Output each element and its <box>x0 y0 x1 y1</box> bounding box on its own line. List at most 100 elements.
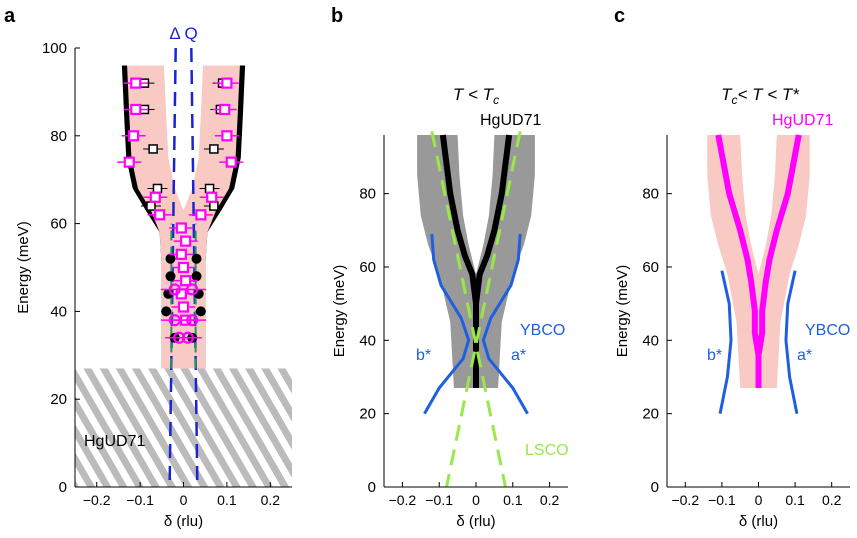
data-point <box>146 201 156 211</box>
y-axis-label: Energy (meV) <box>15 221 32 314</box>
y-tick-label: 80 <box>50 128 67 145</box>
y-tick-label: 80 <box>359 186 376 203</box>
data-point <box>175 248 187 260</box>
data-point <box>152 183 163 194</box>
y-tick-label: 60 <box>642 259 659 276</box>
data-point <box>177 301 190 313</box>
lsco-line <box>430 130 507 488</box>
y-tick-label: 80 <box>642 186 659 203</box>
x-axis-label: δ (rlu) <box>456 513 495 530</box>
x-tick-label: −0.1 <box>425 492 453 508</box>
a-star-label: a* <box>797 347 812 364</box>
band-gap <box>740 134 777 275</box>
b-star-label: b* <box>416 347 431 364</box>
data-point <box>161 306 172 317</box>
ybco-b-line <box>718 270 733 414</box>
data-point <box>191 253 202 264</box>
y-tick-label: 20 <box>50 391 67 408</box>
panel-letter: c <box>614 5 625 27</box>
x-tick-label: 0 <box>472 492 480 508</box>
x-tick-label: −0.1 <box>708 492 736 508</box>
y-tick-label: 100 <box>42 40 67 57</box>
x-tick-label: 0 <box>755 492 763 508</box>
data-point <box>177 261 190 274</box>
data-point <box>127 130 140 142</box>
data-point <box>186 314 199 327</box>
panel-a: a Δ Q HgUD71 −0.2 −0.1 0 0.1 0.2 0 20 40 60 80 100 δ (… <box>4 5 292 530</box>
y-tick-label: 0 <box>368 479 376 496</box>
sample-label: HgUD71 <box>84 433 145 450</box>
data-point <box>180 235 192 247</box>
ybco-label: YBCO <box>805 322 850 339</box>
data-point <box>225 156 237 168</box>
x-tick-label: 0.1 <box>785 492 805 508</box>
x-axis-label: δ (rlu) <box>164 513 203 530</box>
data-point <box>209 201 219 211</box>
delta-q-line <box>190 47 199 488</box>
b-star-label: b* <box>707 347 722 364</box>
data-point <box>130 103 142 116</box>
data-point <box>191 271 202 282</box>
a-star-label: a* <box>511 347 526 364</box>
x-tick-label: 0 <box>180 492 188 508</box>
data-point <box>181 331 194 344</box>
data-point <box>204 183 215 194</box>
dispersion-line <box>715 134 762 388</box>
y-tick-label: 60 <box>50 216 67 233</box>
data-point <box>123 156 135 168</box>
panel-title: Tc< T < T* <box>721 85 800 107</box>
panel-letter: a <box>4 5 16 27</box>
y-axis-label: Energy (meV) <box>331 265 348 358</box>
panel-letter: b <box>331 5 343 27</box>
data-point <box>130 77 142 89</box>
ybco-b-line <box>423 233 471 415</box>
x-axis-label: δ (rlu) <box>739 513 778 530</box>
panel-c: c Tc< T < T* HgUD71 YBCO a* b* −0.2 −0.1 0 0.1 0.2… <box>614 5 850 530</box>
data-point <box>180 275 192 287</box>
y-tick-label: 20 <box>642 406 659 423</box>
data-point <box>195 209 207 221</box>
x-tick-label: 0.1 <box>503 492 523 508</box>
lsco-label: LSCO <box>525 442 569 459</box>
ybco-a-line <box>784 270 799 414</box>
x-tick-label: −0.2 <box>389 492 417 508</box>
y-tick-label: 0 <box>59 479 67 496</box>
band-gap <box>457 134 495 275</box>
delta-q-line <box>168 47 177 488</box>
data-point <box>149 191 161 203</box>
x-tick-label: 0.2 <box>822 492 842 508</box>
delta-q-label: Δ Q <box>169 24 197 43</box>
panel-title: T < Tc <box>453 85 499 107</box>
band-fill <box>127 65 240 369</box>
x-tick-label: −0.2 <box>83 492 111 508</box>
x-tick-label: 0.1 <box>217 492 237 508</box>
ybco-a-line <box>481 233 529 415</box>
x-tick-label: −0.2 <box>671 492 699 508</box>
ybco-label: YBCO <box>520 322 565 339</box>
y-tick-label: 20 <box>359 406 376 423</box>
data-point <box>154 209 166 221</box>
data-point <box>219 103 231 116</box>
data-point <box>165 271 176 282</box>
x-tick-label: −0.1 <box>126 492 154 508</box>
x-tick-label: 0.2 <box>261 492 281 508</box>
data-point <box>165 253 176 264</box>
y-tick-label: 40 <box>50 303 67 320</box>
y-tick-label: 40 <box>359 332 376 349</box>
lsco-line <box>445 130 522 488</box>
data-point <box>186 283 199 296</box>
hg-label: HgUD71 <box>480 112 541 129</box>
data-point <box>221 77 233 89</box>
data-point <box>221 130 233 142</box>
data-point <box>175 222 187 234</box>
panel-b: b T < Tc HgUD71 YBCO LSCO a* b* −0.2 −0.1 0 0.1 0.2… <box>331 5 569 530</box>
x-tick-label: 0.2 <box>540 492 560 508</box>
y-tick-label: 40 <box>642 332 659 349</box>
y-tick-label: 0 <box>651 479 659 496</box>
y-tick-label: 60 <box>359 259 376 276</box>
data-point <box>209 144 219 154</box>
hg-label: HgUD71 <box>772 112 833 129</box>
hatched-region <box>75 368 292 487</box>
dispersion-line <box>439 134 479 388</box>
